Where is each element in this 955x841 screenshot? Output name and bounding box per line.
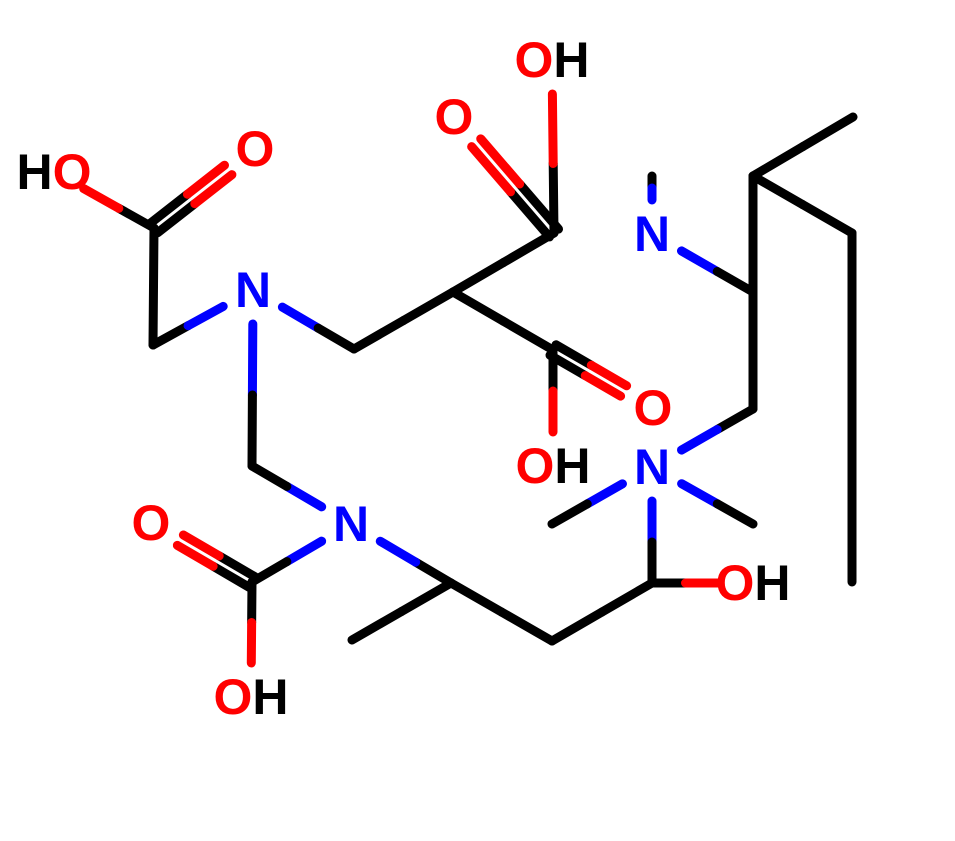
molecule-diagram: OHONOOOHOHNNNOOHOH (0, 0, 955, 841)
n-atom-label: N (235, 262, 271, 318)
o-atom-label: O (435, 89, 474, 145)
oh-atom-label: OH (213, 669, 288, 725)
n-atom-label: N (333, 496, 369, 552)
o-atom-label: O (634, 380, 673, 436)
oh-atom-label: OH (515, 438, 590, 494)
oh-atom-label: OH (514, 32, 589, 88)
oh-atom-label: HO (16, 144, 91, 200)
o-atom-label: O (236, 121, 275, 177)
n-atom-label: N (634, 206, 670, 262)
oh-atom-label: OH (715, 555, 790, 611)
n-atom-label: N (634, 439, 670, 495)
o-atom-label: O (132, 495, 171, 551)
